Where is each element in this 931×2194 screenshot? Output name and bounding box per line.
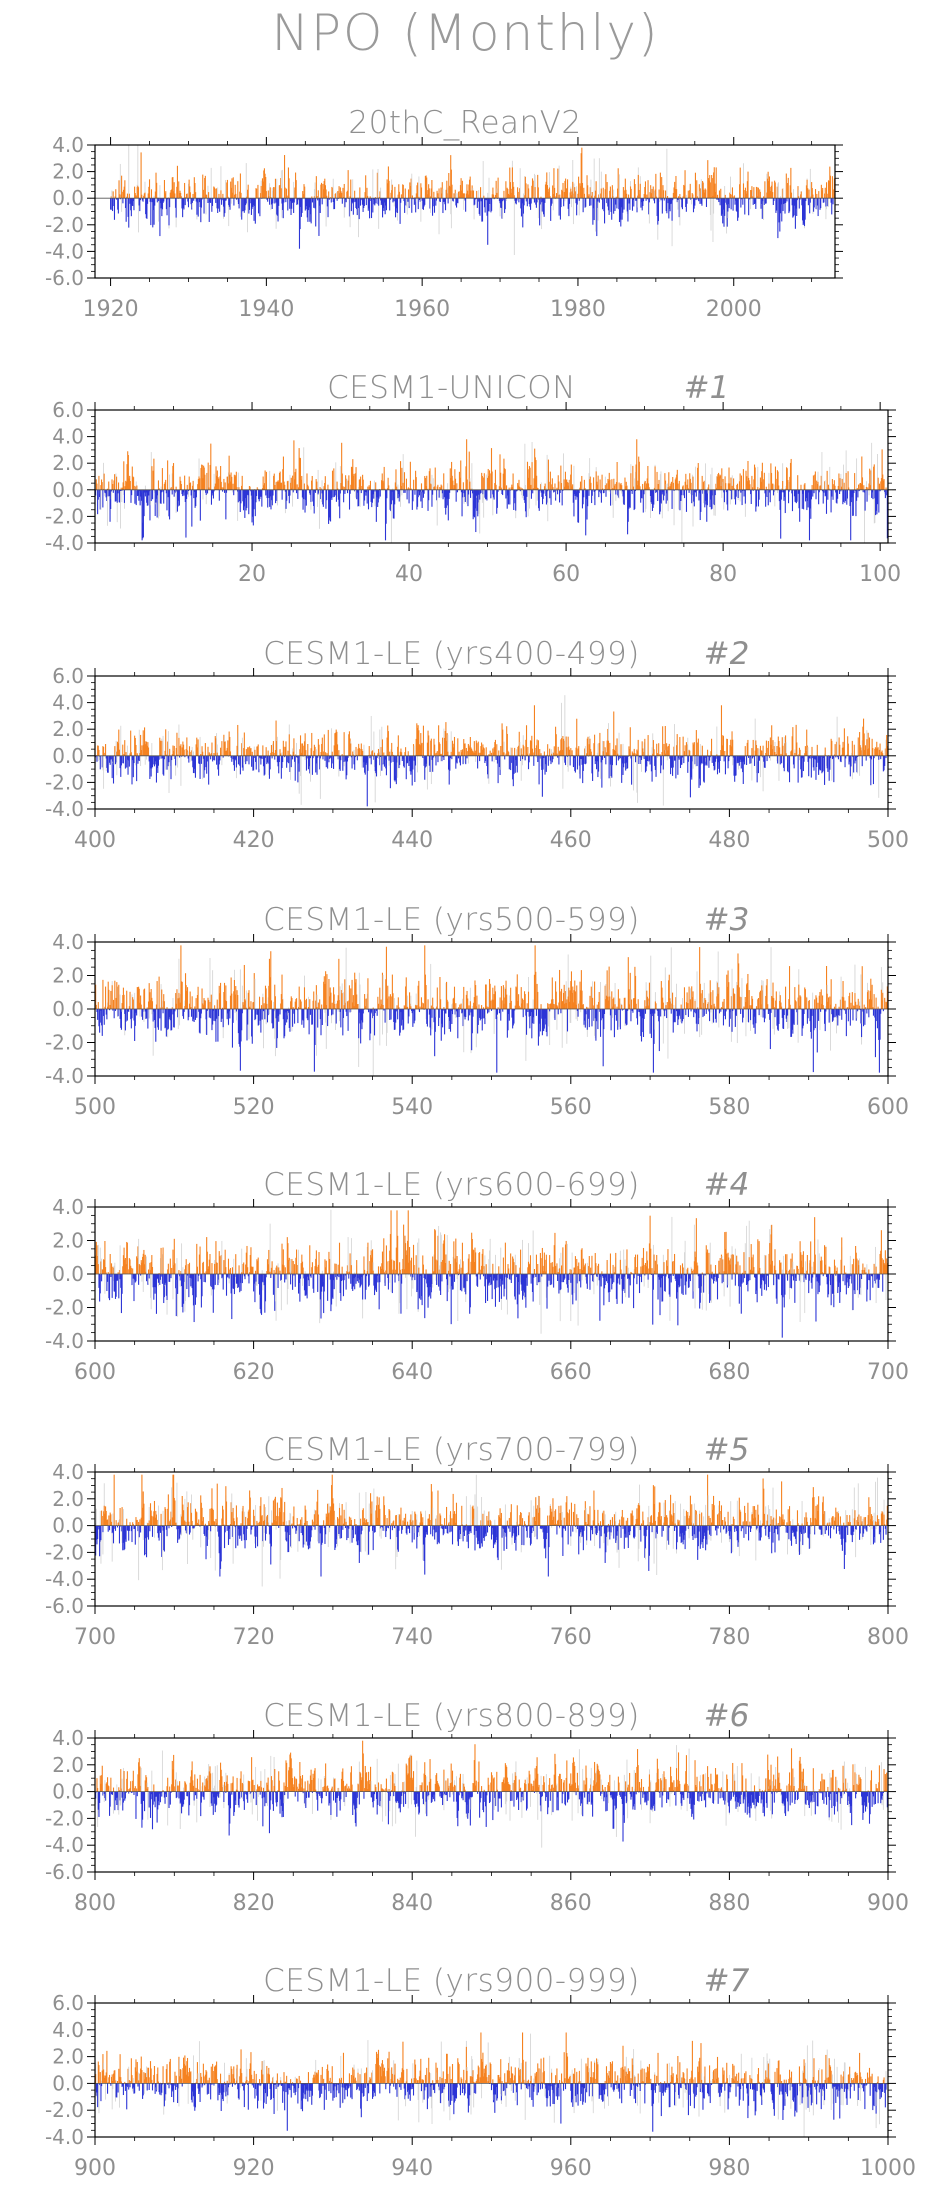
y-tick-label: 4.0 xyxy=(52,425,84,449)
x-tick-label: 1940 xyxy=(238,297,294,322)
x-tick-label: 1920 xyxy=(83,297,139,322)
panel-title: CESM1-LE (yrs400-499) xyxy=(263,636,640,672)
y-tick-label: -2.0 xyxy=(45,213,84,237)
x-tick-label: 60 xyxy=(552,562,580,587)
page-title: NPO (Monthly) xyxy=(0,4,931,62)
x-tick-label: 20 xyxy=(238,562,266,587)
y-tick-label: 6.0 xyxy=(52,664,84,688)
y-tick-label: -4.0 xyxy=(45,797,84,821)
panel-title: CESM1-UNICON xyxy=(327,370,576,406)
panel-title: CESM1-LE (yrs500-599) xyxy=(263,902,640,938)
npo-bars xyxy=(94,945,888,1076)
y-tick-label: -4.0 xyxy=(45,239,84,263)
x-tick-label: 500 xyxy=(867,828,909,853)
y-tick-label: 4.0 xyxy=(52,133,84,157)
npo-bars xyxy=(110,145,835,256)
y-tick-label: 0.0 xyxy=(52,186,84,210)
x-tick-label: 400 xyxy=(74,828,116,853)
y-tick-label: 0.0 xyxy=(52,744,84,768)
panel-2: CESM1-UNICON #1 -4.0 -2.00.0 2.04.0 6.0 20 40 60… xyxy=(45,370,901,587)
npo-bars xyxy=(94,439,888,543)
x-tick-label: 440 xyxy=(391,828,433,853)
y-tick-label: -4.0 xyxy=(45,531,84,555)
panel-frame xyxy=(94,675,889,810)
x-tick-label: 480 xyxy=(708,828,750,853)
x-tick-label: 2000 xyxy=(706,297,762,322)
panel-1: 20thC_ReanV2 -6.0 -4.0-2.0 0.02.0 4.0 1920 194… xyxy=(45,105,843,322)
y-tick-label: 6.0 xyxy=(52,398,84,422)
y-tick-label: 0.0 xyxy=(52,478,84,502)
y-tick-label: -2.0 xyxy=(45,504,84,528)
x-tick-label: 40 xyxy=(395,562,423,587)
panel-3: CESM1-LE (yrs400-499) #2 -4.0 -2.00.0 2.04.0… xyxy=(45,636,909,853)
y-tick-label: 4.0 xyxy=(52,691,84,715)
panel-title: 20thC_ReanV2 xyxy=(348,105,581,141)
x-tick-label: 100 xyxy=(859,562,901,587)
y-tick-label: 2.0 xyxy=(52,451,84,475)
y-tick-label: -2.0 xyxy=(45,770,84,794)
y-tick-label: 2.0 xyxy=(52,717,84,741)
y-tick-label: 2.0 xyxy=(52,160,84,184)
y-tick-label: -6.0 xyxy=(45,266,84,290)
panel-tag: #2 xyxy=(704,636,750,672)
npo-bars xyxy=(94,695,888,807)
panel-tag: #3 xyxy=(704,902,750,938)
x-tick-label: 420 xyxy=(233,828,275,853)
x-tick-label: 80 xyxy=(709,562,737,587)
x-tick-label: 460 xyxy=(550,828,592,853)
panel-4: CESM1-LE (yrs500-599) #3-4.0-2.00.02.04.0… xyxy=(45,902,909,1120)
panel-tag: #1 xyxy=(684,370,730,406)
x-tick-label: 1960 xyxy=(394,297,450,322)
x-tick-label: 1980 xyxy=(550,297,606,322)
